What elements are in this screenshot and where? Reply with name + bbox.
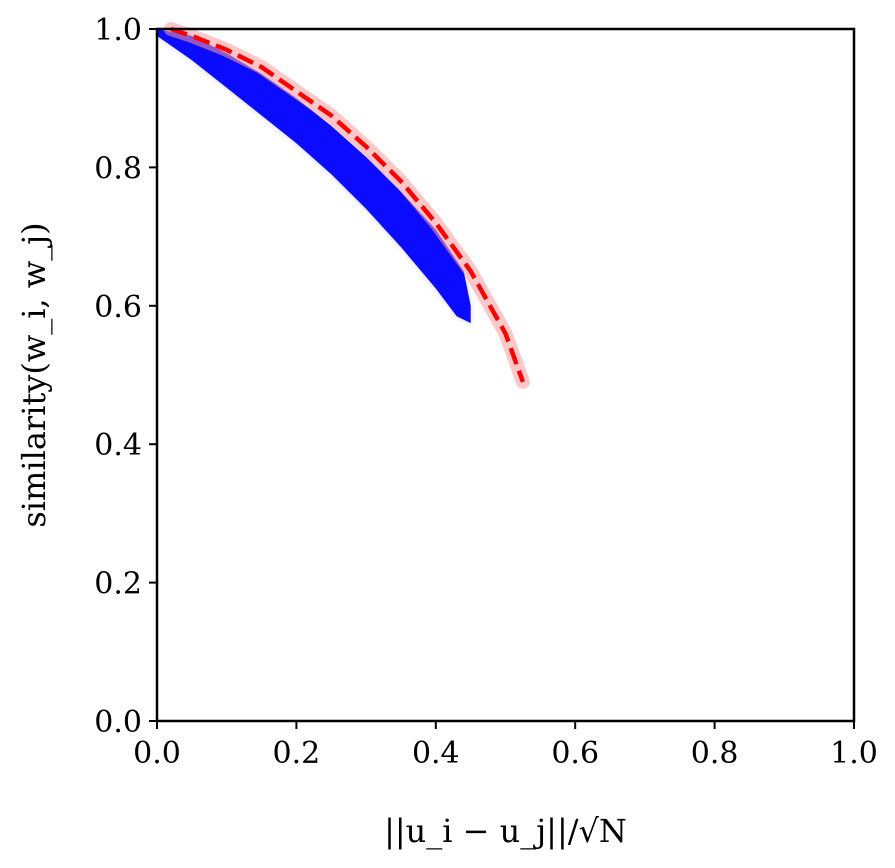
y-tick-label: 0.4 (94, 428, 142, 463)
y-tick-label: 0.8 (94, 151, 142, 186)
x-tick-label: 0.4 (412, 736, 460, 771)
y-tick-label: 0.0 (94, 705, 142, 740)
x-tick-label: 1.0 (830, 736, 878, 771)
x-tick-label: 0.2 (273, 736, 321, 771)
x-axis-label: ||u_i − u_j||/√N (384, 812, 627, 850)
y-tick-label: 1.0 (94, 13, 142, 48)
y-tick-label: 0.2 (94, 567, 142, 602)
y-axis-label: similarity(w_i, w_j) (15, 222, 53, 527)
x-tick-label: 0.6 (551, 736, 599, 771)
x-tick-label: 0.8 (691, 736, 739, 771)
axes-frame (155, 27, 856, 723)
plot-area (157, 22, 530, 389)
fit-curve (170, 26, 526, 383)
y-tick-label: 0.6 (94, 290, 142, 325)
axis-ticks: 0.0 0.2 0.4 0.6 0.8 1.0 0.0 0.2 0.4 0.6 0.8 1.0 (94, 13, 878, 771)
x-tick-label: 0.0 (133, 736, 181, 771)
